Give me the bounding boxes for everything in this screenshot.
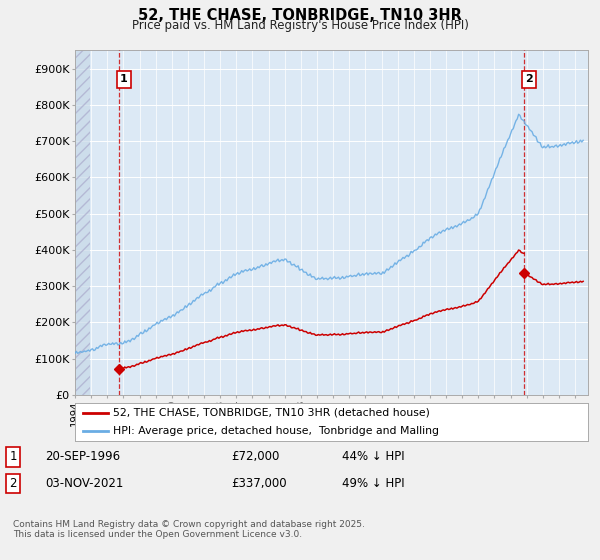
Text: 52, THE CHASE, TONBRIDGE, TN10 3HR: 52, THE CHASE, TONBRIDGE, TN10 3HR [138, 8, 462, 24]
Bar [75, 50, 90, 395]
Text: 03-NOV-2021: 03-NOV-2021 [45, 477, 124, 490]
Text: 52, THE CHASE, TONBRIDGE, TN10 3HR (detached house): 52, THE CHASE, TONBRIDGE, TN10 3HR (deta… [113, 408, 430, 418]
Text: 2: 2 [10, 477, 17, 490]
Text: 49% ↓ HPI: 49% ↓ HPI [342, 477, 404, 490]
Text: £72,000: £72,000 [231, 450, 280, 463]
Text: £337,000: £337,000 [231, 477, 287, 490]
Text: 20-SEP-1996: 20-SEP-1996 [45, 450, 120, 463]
Text: 2: 2 [525, 74, 533, 85]
Text: 1: 1 [120, 74, 128, 85]
Text: Price paid vs. HM Land Registry's House Price Index (HPI): Price paid vs. HM Land Registry's House … [131, 19, 469, 32]
Text: HPI: Average price, detached house,  Tonbridge and Malling: HPI: Average price, detached house, Tonb… [113, 426, 439, 436]
Text: Contains HM Land Registry data © Crown copyright and database right 2025.
This d: Contains HM Land Registry data © Crown c… [13, 520, 365, 539]
Text: 1: 1 [10, 450, 17, 463]
Text: 44% ↓ HPI: 44% ↓ HPI [342, 450, 404, 463]
